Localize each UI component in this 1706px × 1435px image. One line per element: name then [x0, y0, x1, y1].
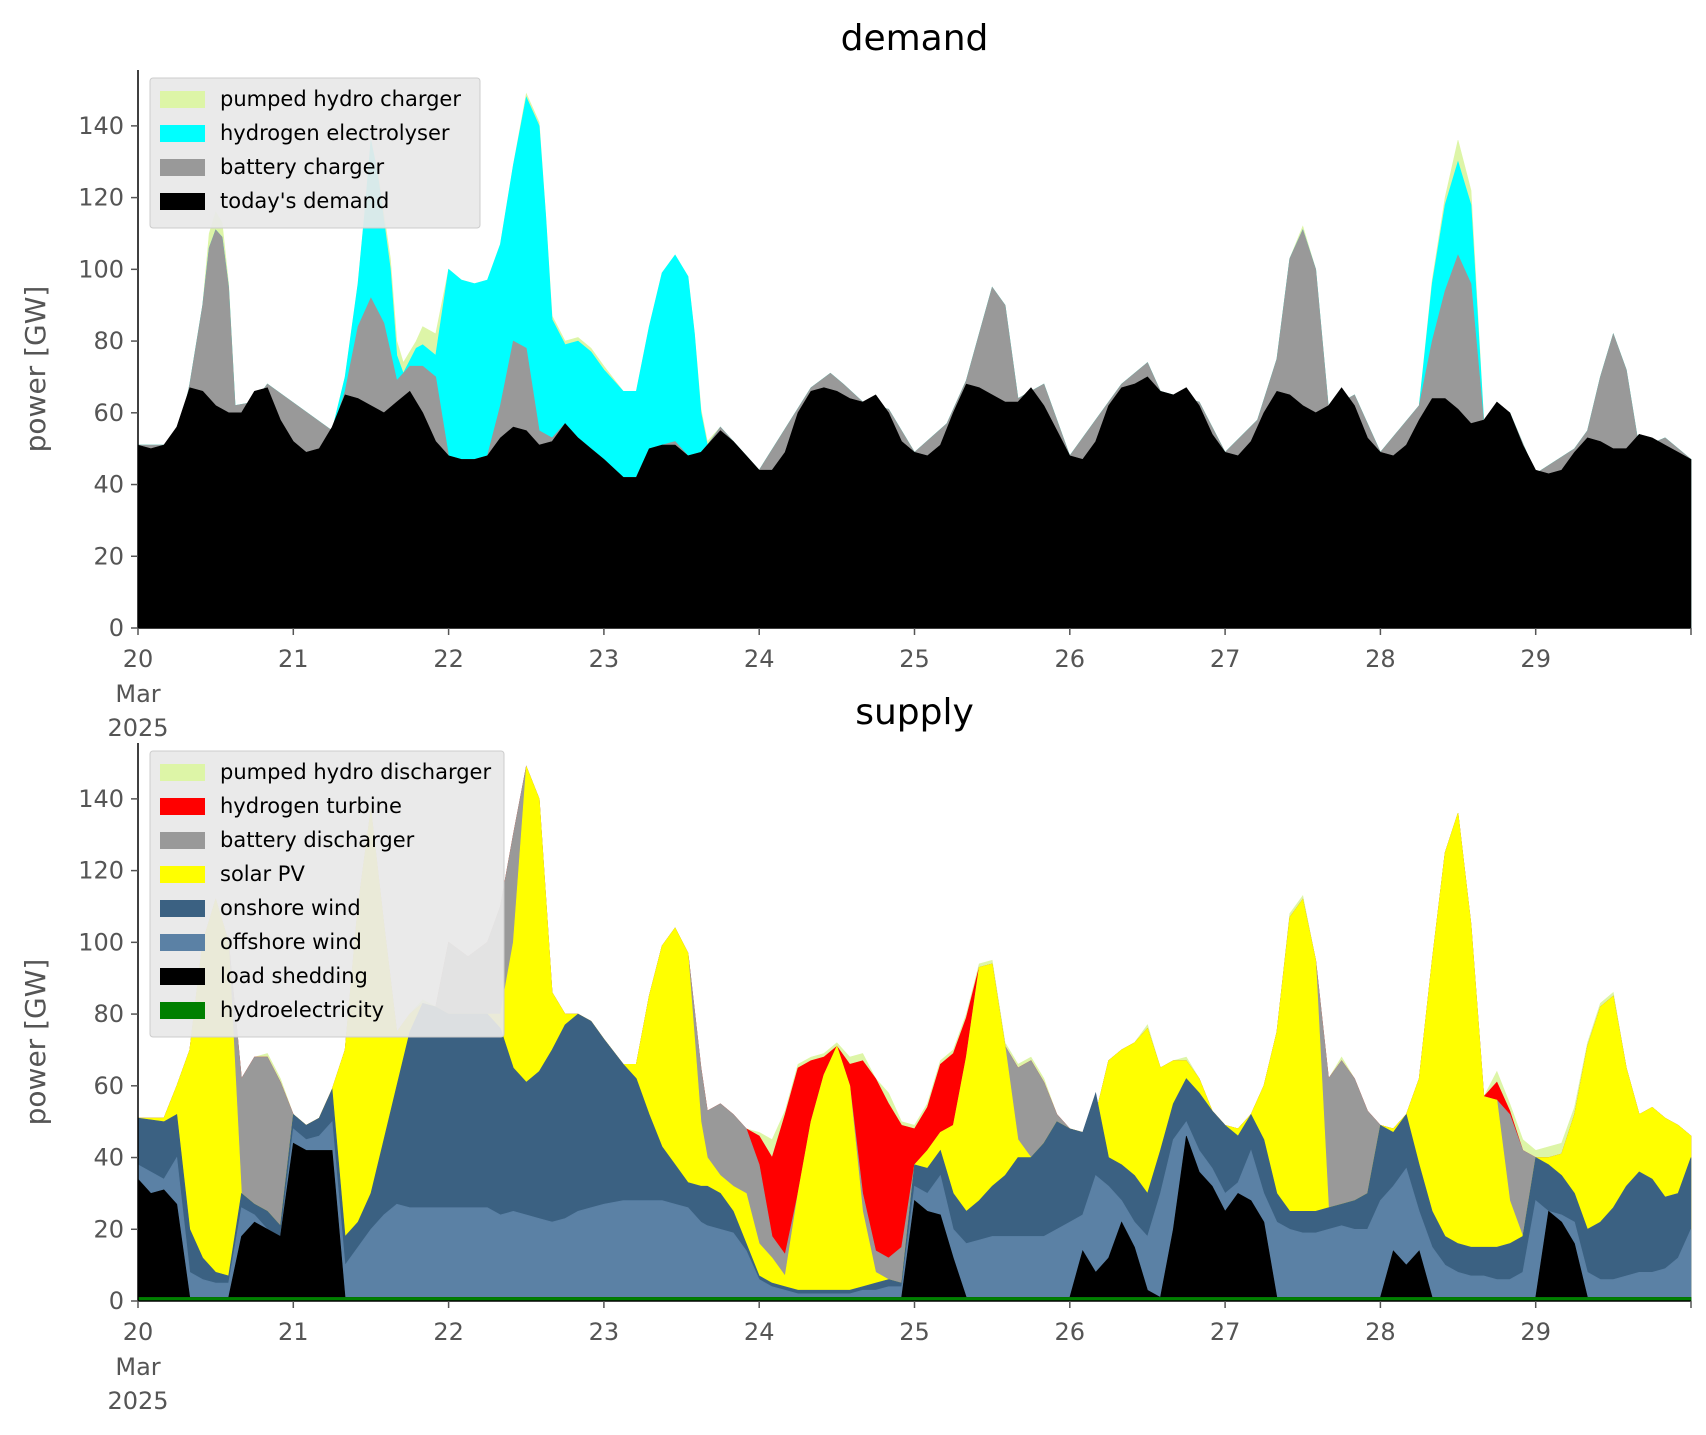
x-tick-label: 28: [1365, 1318, 1396, 1346]
y-tick-label: 100: [78, 928, 124, 956]
x-tick-label: 27: [1210, 645, 1241, 673]
x-tick-label: 24: [744, 1318, 775, 1346]
x-tick-label: 21: [278, 1318, 309, 1346]
y-tick-label: 140: [78, 785, 124, 813]
legend-label-load-shedding: load shedding: [220, 964, 368, 988]
x-tick-sublabel: Mar: [115, 680, 160, 708]
y-axis-label: power [GW]: [19, 286, 52, 453]
legend-label-solar-pv: solar PV: [220, 862, 305, 886]
chart-title: supply: [855, 692, 974, 733]
legend-swatch-today-s-demand: [160, 193, 205, 210]
x-tick-label: 25: [899, 645, 930, 673]
y-tick-label: 60: [93, 399, 124, 427]
legend-label-hydroelectricity: hydroelectricity: [220, 998, 384, 1022]
x-tick-label: 27: [1210, 1318, 1241, 1346]
legend-swatch-battery-discharger: [160, 832, 205, 849]
x-tick-label: 25: [899, 1318, 930, 1346]
legend-label-onshore-wind: onshore wind: [220, 896, 361, 920]
legend-label-hydrogen-turbine: hydrogen turbine: [220, 794, 402, 818]
y-tick-label: 140: [78, 112, 124, 140]
y-axis-label: power [GW]: [19, 959, 52, 1126]
legend-swatch-battery-charger: [160, 159, 205, 176]
legend-label-battery-discharger: battery discharger: [220, 828, 415, 852]
x-tick-label: 20: [123, 1318, 154, 1346]
x-tick-label: 26: [1055, 1318, 1086, 1346]
legend-label-today-s-demand: today's demand: [220, 189, 389, 213]
legend: pumped hydro discharger hydrogen turbine b…: [149, 750, 505, 1038]
y-tick-label: 20: [93, 1215, 124, 1243]
y-tick-label: 80: [93, 1000, 124, 1028]
legend-box: [149, 77, 481, 229]
x-tick-label: 26: [1055, 645, 1086, 673]
y-tick-label: 0: [109, 1287, 124, 1315]
x-tick-label: 22: [433, 1318, 464, 1346]
x-tick-label: 21: [278, 645, 309, 673]
x-tick-label: 22: [433, 645, 464, 673]
chart-demand: 0 20 40 60 80 100 120 140 20 21 22 23 24 25 26 27 28 29 Ma…: [19, 18, 1692, 742]
x-tick-sublabel: 2025: [107, 714, 168, 742]
y-tick-label: 0: [109, 614, 124, 642]
y-tick-label: 120: [78, 184, 124, 212]
legend-swatch-pumped-hydro-charger: [160, 91, 205, 108]
legend-swatch-hydrogen-turbine: [160, 798, 205, 815]
legend-swatch-hydroelectricity: [160, 1002, 205, 1019]
legend-label-offshore-wind: offshore wind: [220, 930, 362, 954]
y-tick-label: 80: [93, 327, 124, 355]
area-load-shedding: [137, 1135, 1692, 1302]
x-tick-label: 24: [744, 645, 775, 673]
x-tick-label: 28: [1365, 645, 1396, 673]
legend-label-hydrogen-electrolyser: hydrogen electrolyser: [220, 121, 450, 145]
chart-title: demand: [841, 18, 989, 59]
legend-box: [149, 750, 505, 1038]
legend-swatch-offshore-wind: [160, 934, 205, 951]
legend-label-battery-charger: battery charger: [220, 155, 385, 179]
y-tick-label: 40: [93, 1144, 124, 1172]
x-tick-label: 29: [1520, 645, 1551, 673]
y-tick-label: 20: [93, 542, 124, 570]
x-tick-label: 23: [589, 645, 620, 673]
legend-swatch-hydrogen-electrolyser: [160, 125, 205, 142]
x-tick-label: 20: [123, 645, 154, 673]
y-tick-label: 120: [78, 857, 124, 885]
x-tick-sublabel: Mar: [115, 1353, 160, 1381]
area-today-s-demand: [137, 376, 1692, 629]
chart-supply: 0 20 40 60 80 100 120 140 20 21 22 23 24 25 26 27 28 29 Ma…: [19, 692, 1692, 1415]
legend: pumped hydro charger hydrogen electrolyse…: [149, 77, 481, 229]
legend-swatch-solar-pv: [160, 866, 205, 883]
legend-swatch-pumped-hydro-discharger: [160, 764, 205, 781]
y-tick-label: 60: [93, 1072, 124, 1100]
legend-swatch-onshore-wind: [160, 900, 205, 917]
x-tick-label: 23: [589, 1318, 620, 1346]
legend-label-pumped-hydro-discharger: pumped hydro discharger: [220, 760, 491, 784]
legend-label-pumped-hydro-charger: pumped hydro charger: [220, 87, 461, 111]
legend-swatch-load-shedding: [160, 968, 205, 985]
y-tick-label: 40: [93, 471, 124, 499]
y-tick-label: 100: [78, 255, 124, 283]
x-tick-label: 29: [1520, 1318, 1551, 1346]
x-tick-sublabel: 2025: [107, 1387, 168, 1415]
